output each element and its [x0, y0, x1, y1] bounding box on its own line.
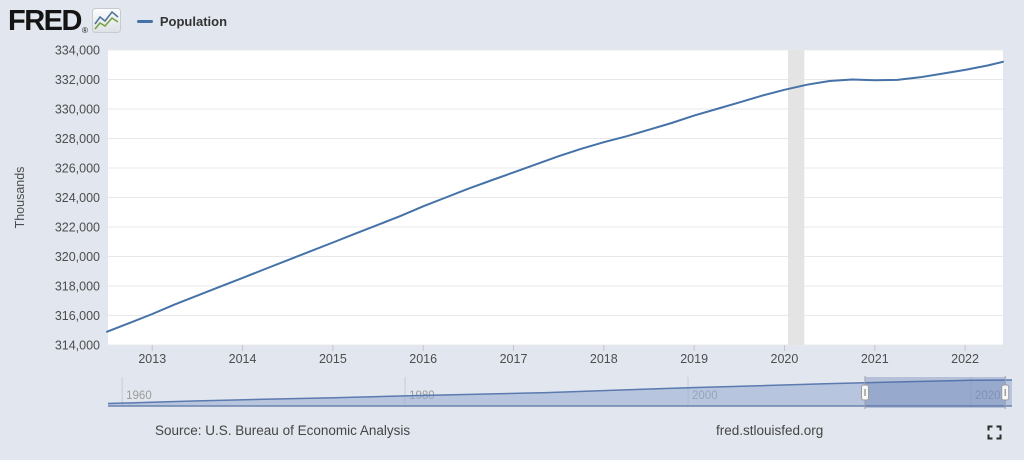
y-tick-label: 316,000: [55, 309, 100, 323]
population-line-series[interactable]: [106, 60, 1004, 333]
registered-trademark-icon: ®: [81, 26, 88, 35]
y-tick-label: 314,000: [55, 339, 100, 353]
navigator-area-top-line: [107, 379, 1013, 405]
y-tick-label: 322,000: [55, 221, 100, 235]
y-tick-label: 326,000: [55, 162, 100, 176]
x-tick-label: 2022: [951, 352, 979, 366]
y-tick-label: 318,000: [55, 280, 100, 294]
x-tick-label: 2015: [319, 352, 347, 366]
x-tick-label: 2014: [229, 352, 257, 366]
navigator-selected-range[interactable]: [865, 377, 1006, 408]
y-tick-label: 328,000: [55, 132, 100, 146]
y-tick-label: 334,000: [55, 44, 100, 58]
fred-logo-text: FRED: [8, 5, 82, 37]
chart-legend: Population: [136, 13, 228, 29]
source-text: Source: U.S. Bureau of Economic Analysis: [155, 423, 411, 438]
x-tick-label: 2019: [680, 352, 708, 366]
recession-band: [788, 50, 805, 345]
fred-sparkline-icon: [91, 8, 121, 33]
fullscreen-button[interactable]: [985, 425, 1003, 443]
legend-line-icon: [136, 19, 153, 23]
x-tick-label: 2018: [590, 352, 618, 366]
x-tick-label: 2013: [138, 352, 166, 366]
x-tick-label: 2016: [409, 352, 437, 366]
y-tick-label: 332,000: [55, 73, 100, 87]
y-tick-label: 324,000: [55, 191, 100, 205]
y-tick-label: 330,000: [55, 103, 100, 117]
x-tick-label: 2020: [771, 352, 799, 366]
navigator-tick-label: 1960: [126, 390, 152, 402]
navigator-area: [108, 380, 1012, 406]
fred-logo[interactable]: FRED ®: [8, 6, 121, 36]
x-tick-label: 2021: [861, 352, 889, 366]
legend-series-label: Population: [159, 13, 228, 29]
x-tick-label: 2017: [500, 352, 528, 366]
y-tick-label: 320,000: [55, 250, 100, 264]
y-axis-title: Thousands: [13, 167, 27, 229]
site-link[interactable]: fred.stlouisfed.org: [716, 423, 824, 438]
expand-icon: [987, 425, 1001, 440]
header: FRED ® Population: [8, 4, 227, 38]
